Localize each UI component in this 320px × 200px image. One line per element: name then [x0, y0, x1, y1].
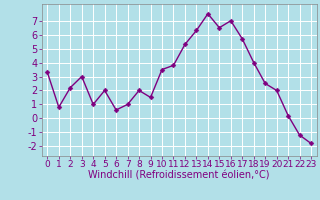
X-axis label: Windchill (Refroidissement éolien,°C): Windchill (Refroidissement éolien,°C): [88, 171, 270, 181]
